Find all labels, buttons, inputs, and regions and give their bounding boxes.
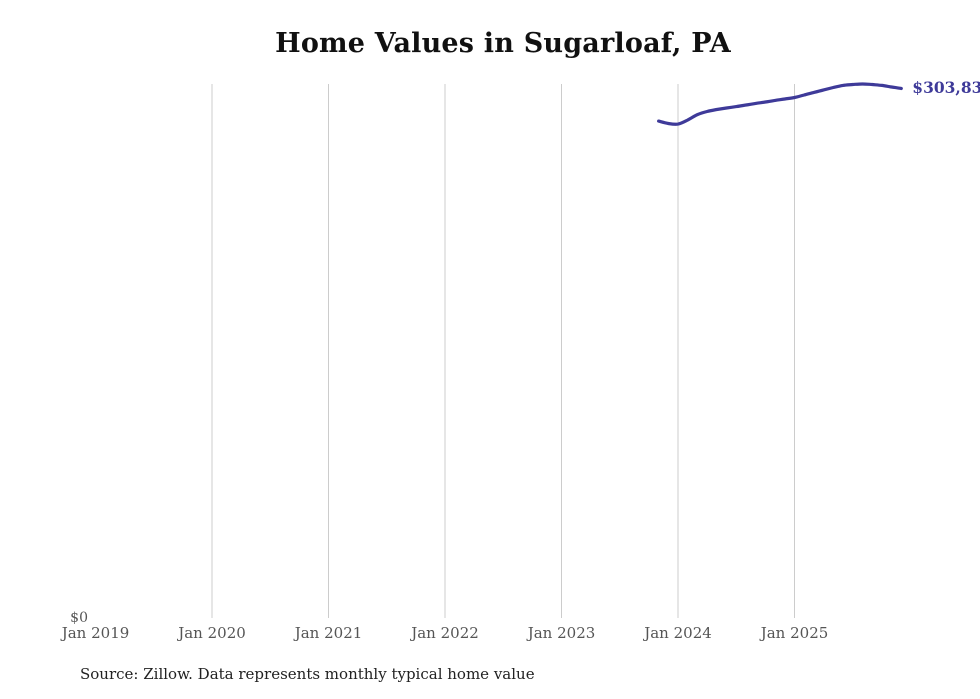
x-axis-tick-label: Jan 2020 (178, 624, 246, 642)
y-axis-tick-label: $0 (70, 610, 88, 626)
source-note: Source: Zillow. Data represents monthly … (80, 665, 535, 683)
x-axis-tick-label: Jan 2019 (61, 624, 130, 642)
trend-line (657, 82, 903, 126)
x-axis-tick-label: Jan 2024 (644, 624, 712, 642)
x-axis-tick-label: Jan 2022 (411, 624, 479, 642)
x-axis-tick-label: Jan 2021 (294, 624, 363, 642)
x-axis-tick-label: Jan 2023 (527, 624, 596, 642)
chart-title: Home Values in Sugarloaf, PA (275, 28, 731, 59)
latest-value-label: $303,833 (912, 78, 980, 98)
x-axis-tick-label: Jan 2025 (760, 624, 829, 642)
